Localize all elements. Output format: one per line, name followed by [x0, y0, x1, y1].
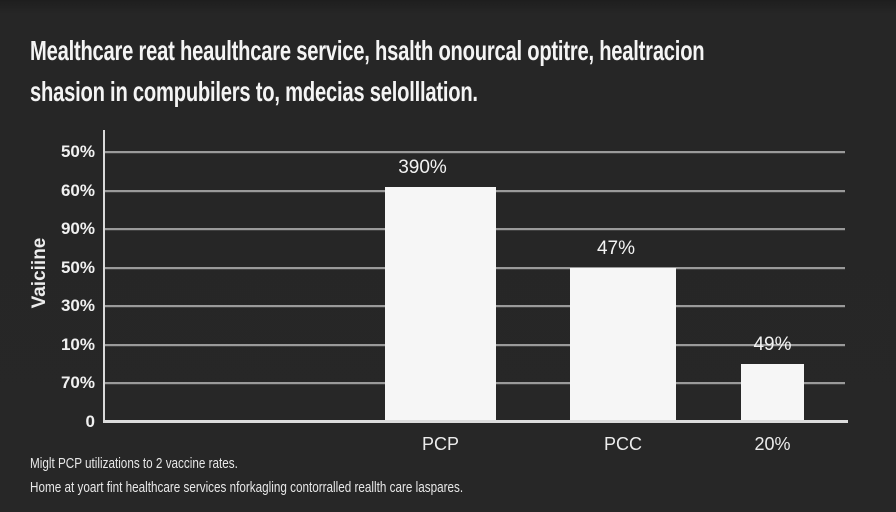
y-tick-label: 30% [60, 296, 95, 315]
bar-value-label: 390% [398, 157, 447, 178]
bar-value-label: 49% [753, 334, 792, 355]
chart-title-line2: shasion in compubilers to, mdecias selol… [30, 76, 478, 107]
y-tick-label: 0 [85, 411, 95, 431]
chart-title-line1: Mealthcare reat heaulthcare service, hsa… [30, 35, 705, 66]
bar-PCC [570, 268, 676, 421]
chart-title: Mealthcare reat heaulthcare service, hsa… [30, 30, 705, 112]
y-tick-label: 50% [60, 257, 95, 277]
y-tick-label: 10% [60, 334, 95, 354]
y-tick-label: 50% [60, 142, 95, 161]
chart-footer-line2: Home at yoart fint healthcare services n… [30, 479, 464, 496]
x-axis-line [103, 420, 848, 423]
bar-PCP [385, 187, 496, 421]
chart-footer: Miglt PCP utilizations to 2 vaccine rate… [30, 452, 463, 500]
y-tick-label: 60% [60, 180, 95, 200]
y-axis-line [103, 130, 105, 423]
chart-footer-line1: Miglt PCP utilizations to 2 vaccine rate… [30, 455, 238, 472]
y-tick-label: 90% [60, 219, 95, 238]
x-category-label: 20% [754, 434, 791, 454]
y-tick-label: 70% [60, 373, 95, 392]
gridline [103, 151, 845, 153]
x-category-label: PCP [421, 434, 459, 454]
x-category-label: PCC [603, 434, 642, 454]
bar-value-label: 47% [596, 238, 636, 259]
bar-20% [741, 364, 804, 421]
